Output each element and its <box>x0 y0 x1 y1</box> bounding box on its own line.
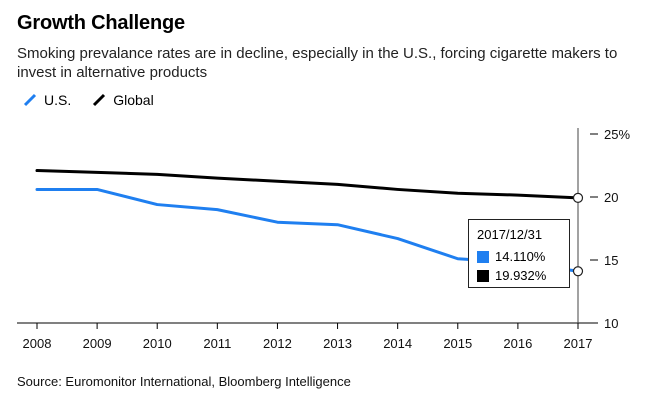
tooltip-row-global: 19.932% <box>477 268 546 283</box>
tooltip-swatch-us <box>477 250 489 263</box>
source-note: Source: Euromonitor International, Bloom… <box>17 374 351 389</box>
endpoint-marker-us <box>572 266 584 277</box>
x-tick-label: 2015 <box>443 336 472 351</box>
legend-label-global: Global <box>113 92 154 108</box>
tooltip-value-us: 14.110% <box>495 249 546 264</box>
tooltip-value-global: 19.932% <box>495 268 547 283</box>
x-tick-label: 2011 <box>203 336 231 351</box>
y-tick-label: 15 <box>604 253 618 268</box>
series-line-global <box>35 169 580 200</box>
legend-item-us[interactable]: U.S. <box>22 92 71 108</box>
x-tick-label: 2010 <box>143 336 172 351</box>
tooltip: 2017/12/31 14.110% 19.932% <box>468 219 570 288</box>
tooltip-swatch-global <box>477 269 489 282</box>
chart-subtitle: Smoking prevalance rates are in decline,… <box>17 45 618 81</box>
y-tick-label: 25% <box>604 127 630 142</box>
legend-label-us: U.S. <box>44 92 72 108</box>
line-swatch-icon <box>23 93 37 107</box>
x-tick-label: 2017 <box>564 336 593 351</box>
y-tick-label: 20 <box>604 190 618 205</box>
x-tick-label: 2012 <box>263 336 292 351</box>
x-tick-label: 2013 <box>323 336 352 351</box>
line-swatch-icon <box>93 93 106 107</box>
tooltip-date: 2017/12/31 <box>477 227 543 242</box>
legend: U.S. Global <box>22 92 174 108</box>
endpoint-marker-global <box>572 192 584 203</box>
chart-title: Growth Challenge <box>17 12 185 34</box>
x-tick-label: 2016 <box>503 336 532 351</box>
tooltip-row-us: 14.110% <box>477 249 545 264</box>
x-tick-label: 2014 <box>383 336 412 351</box>
y-tick-label: 10 <box>604 316 618 331</box>
legend-item-global[interactable]: Global <box>91 92 154 108</box>
x-tick-label: 2009 <box>83 336 112 351</box>
x-tick-label: 2008 <box>23 336 52 351</box>
